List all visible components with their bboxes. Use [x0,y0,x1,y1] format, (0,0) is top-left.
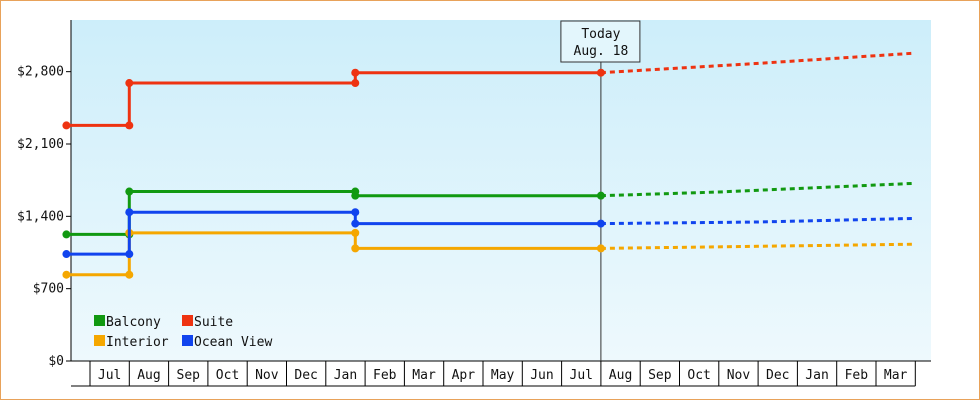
x-tick-label: Jan [334,368,357,383]
data-point [62,270,71,279]
series-line-ocean-view [66,210,601,256]
today-label-box [560,20,641,63]
y-tick-label: $0 [48,354,64,369]
x-axis: Jul Aug Sep Oct Nov Dec Jan Feb Mar Apr May Jun Jul A… [71,360,931,387]
data-point [596,68,605,77]
x-tick-label: Jan [805,368,828,383]
series-line-suite [66,71,601,127]
today-date-label: Aug. 18 [574,44,629,59]
x-tick-label: Aug [609,368,632,383]
x-tick-label: Mar [884,368,908,383]
forecast-line-interior [600,242,916,250]
y-tick-label: $2,800 [17,65,64,80]
series-group [62,51,916,279]
y-tick-label: $700 [33,282,64,297]
data-point [351,244,360,253]
data-point [125,187,134,196]
x-tick-label: Feb [845,368,869,383]
data-point [125,208,134,217]
data-point [62,121,71,130]
series-balcony [62,181,916,239]
x-tick-label: Sep [648,368,672,383]
data-point [596,244,605,253]
data-point [62,250,71,259]
legend: Balcony Suite Interior Ocean View [94,315,272,350]
x-tick-label: Nov [727,368,751,383]
x-tick-label: Feb [373,368,397,383]
x-tick-label: Oct [216,368,239,383]
legend-label: Interior [106,335,169,350]
y-tick-label: $2,100 [17,137,64,152]
legend-label: Ocean View [194,335,272,350]
data-point [351,219,360,228]
x-tick-label: Mar [412,368,436,383]
x-tick-label: Jun [530,368,553,383]
today-marker: Today Aug. 18 [560,20,641,361]
data-point [596,191,605,200]
forecast-line-suite [600,51,916,75]
series-suite [62,51,916,130]
data-point [351,228,360,237]
x-tick-label: May [491,368,515,383]
x-tick-label: Dec [766,368,789,383]
x-tick-label: Aug [137,368,160,383]
data-point [125,250,134,259]
x-tick-label: Oct [687,368,710,383]
data-point [125,270,134,279]
x-tick-label: Jul [98,368,121,383]
forecast-line-balcony [600,181,916,198]
legend-swatch [182,335,193,346]
legend-swatch [182,315,193,326]
x-tick-label: Nov [255,368,279,383]
y-axis: $0 $700 $1,400 $2,100 $2,800 [17,20,72,369]
data-point [125,121,134,130]
forecast-line-ocean-view [600,216,916,226]
x-tick-label: Dec [294,368,317,383]
x-tick-label: Sep [177,368,201,383]
series-ocean-view [62,208,916,259]
data-point [596,219,605,228]
x-tick-label: Jul [570,368,593,383]
series-line-balcony [66,190,601,236]
legend-label: Balcony [106,315,161,330]
data-point [351,68,360,77]
legend-label: Suite [194,315,233,330]
data-point [351,191,360,200]
legend-swatch [94,315,105,326]
series-line-interior [66,231,601,277]
today-label: Today [581,27,620,42]
data-point [351,79,360,88]
data-point [351,208,360,217]
legend-swatch [94,335,105,346]
y-tick-label: $1,400 [17,209,64,224]
x-tick-label: Apr [452,368,476,383]
data-point [125,79,134,88]
data-point [62,230,71,239]
